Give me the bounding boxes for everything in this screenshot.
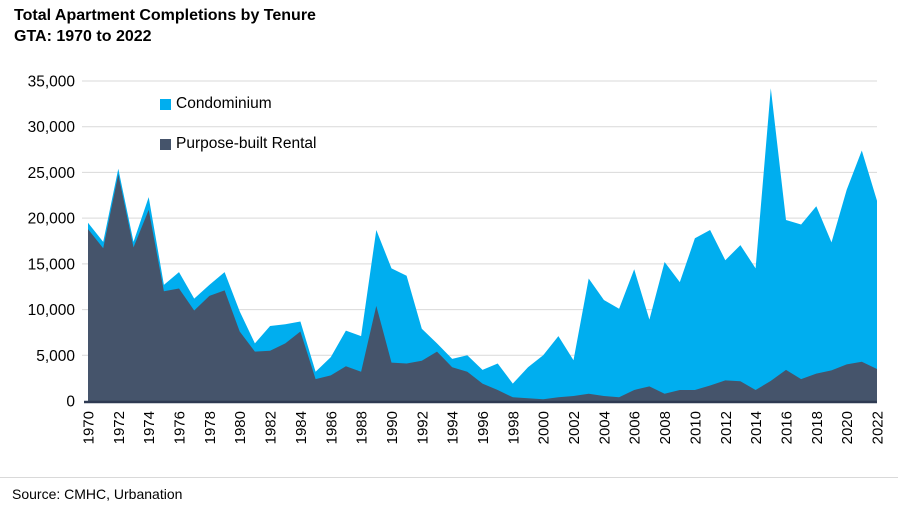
legend-label-rental: Purpose-built Rental bbox=[176, 135, 317, 152]
legend-item-condominium: Condominium bbox=[160, 94, 316, 114]
x-tick-label: 1980 bbox=[232, 411, 249, 444]
x-tick-label: 1998 bbox=[505, 411, 522, 444]
x-tick-label: 2006 bbox=[627, 411, 644, 444]
x-tick-label: 2018 bbox=[809, 411, 826, 444]
chart-bottom-divider bbox=[0, 477, 898, 478]
x-tick-label: 2022 bbox=[870, 411, 887, 444]
legend-label-condominium: Condominium bbox=[176, 95, 272, 112]
x-axis-labels: 1970 1972 1974 1976 1978 1980 1982 1984 1986 1988… bbox=[81, 411, 887, 444]
x-tick-label: 1994 bbox=[445, 411, 462, 444]
x-tick-label: 2002 bbox=[566, 411, 583, 444]
legend-item-rental: Purpose-built Rental bbox=[160, 134, 316, 154]
x-tick-label: 2016 bbox=[778, 411, 795, 444]
x-tick-label: 2014 bbox=[748, 411, 765, 444]
y-axis-labels: 0 5,000 10,000 15,000 20,000 25,000 30,000 35,0… bbox=[28, 74, 76, 411]
rental-swatch-icon bbox=[160, 138, 171, 150]
x-tick-label: 1996 bbox=[475, 411, 492, 444]
x-tick-label: 1974 bbox=[141, 411, 158, 444]
y-tick-label: 10,000 bbox=[28, 302, 76, 319]
x-tick-label: 1986 bbox=[323, 411, 340, 444]
y-tick-label: 5,000 bbox=[36, 348, 75, 365]
x-tick-label: 1972 bbox=[111, 411, 128, 444]
x-tick-label: 1970 bbox=[81, 411, 98, 444]
x-tick-label: 2008 bbox=[657, 411, 674, 444]
x-tick-label: 1976 bbox=[172, 411, 189, 444]
x-tick-label: 1988 bbox=[354, 411, 371, 444]
y-tick-label: 25,000 bbox=[28, 165, 76, 182]
chart-title-line-1: Total Apartment Completions by Tenure bbox=[14, 7, 316, 24]
x-tick-label: 2020 bbox=[839, 411, 856, 444]
source-attribution: Source: CMHC, Urbanation bbox=[12, 486, 183, 502]
x-tick-label: 1982 bbox=[263, 411, 280, 444]
y-tick-label: 0 bbox=[66, 394, 75, 411]
x-tick-label: 1984 bbox=[293, 411, 310, 444]
x-tick-label: 2010 bbox=[687, 411, 704, 444]
chart-title-line-2: GTA: 1970 to 2022 bbox=[14, 28, 152, 45]
x-tick-label: 1990 bbox=[384, 411, 401, 444]
x-tick-label: 2012 bbox=[718, 411, 735, 444]
condominium-swatch-icon bbox=[160, 98, 171, 110]
x-tick-label: 2004 bbox=[596, 411, 613, 444]
y-tick-label: 20,000 bbox=[28, 211, 76, 228]
x-tick-label: 1992 bbox=[414, 411, 431, 444]
y-tick-label: 15,000 bbox=[28, 256, 76, 273]
x-tick-label: 2000 bbox=[536, 411, 553, 444]
rental-area bbox=[88, 174, 877, 401]
y-tick-label: 30,000 bbox=[28, 119, 76, 136]
condominium-area bbox=[88, 88, 877, 402]
chart-title: Total Apartment Completions by Tenure GT… bbox=[14, 5, 316, 47]
y-tick-label: 35,000 bbox=[28, 74, 76, 91]
chart-legend: Condominium Purpose-built Rental bbox=[160, 94, 316, 174]
x-tick-label: 1978 bbox=[202, 411, 219, 444]
